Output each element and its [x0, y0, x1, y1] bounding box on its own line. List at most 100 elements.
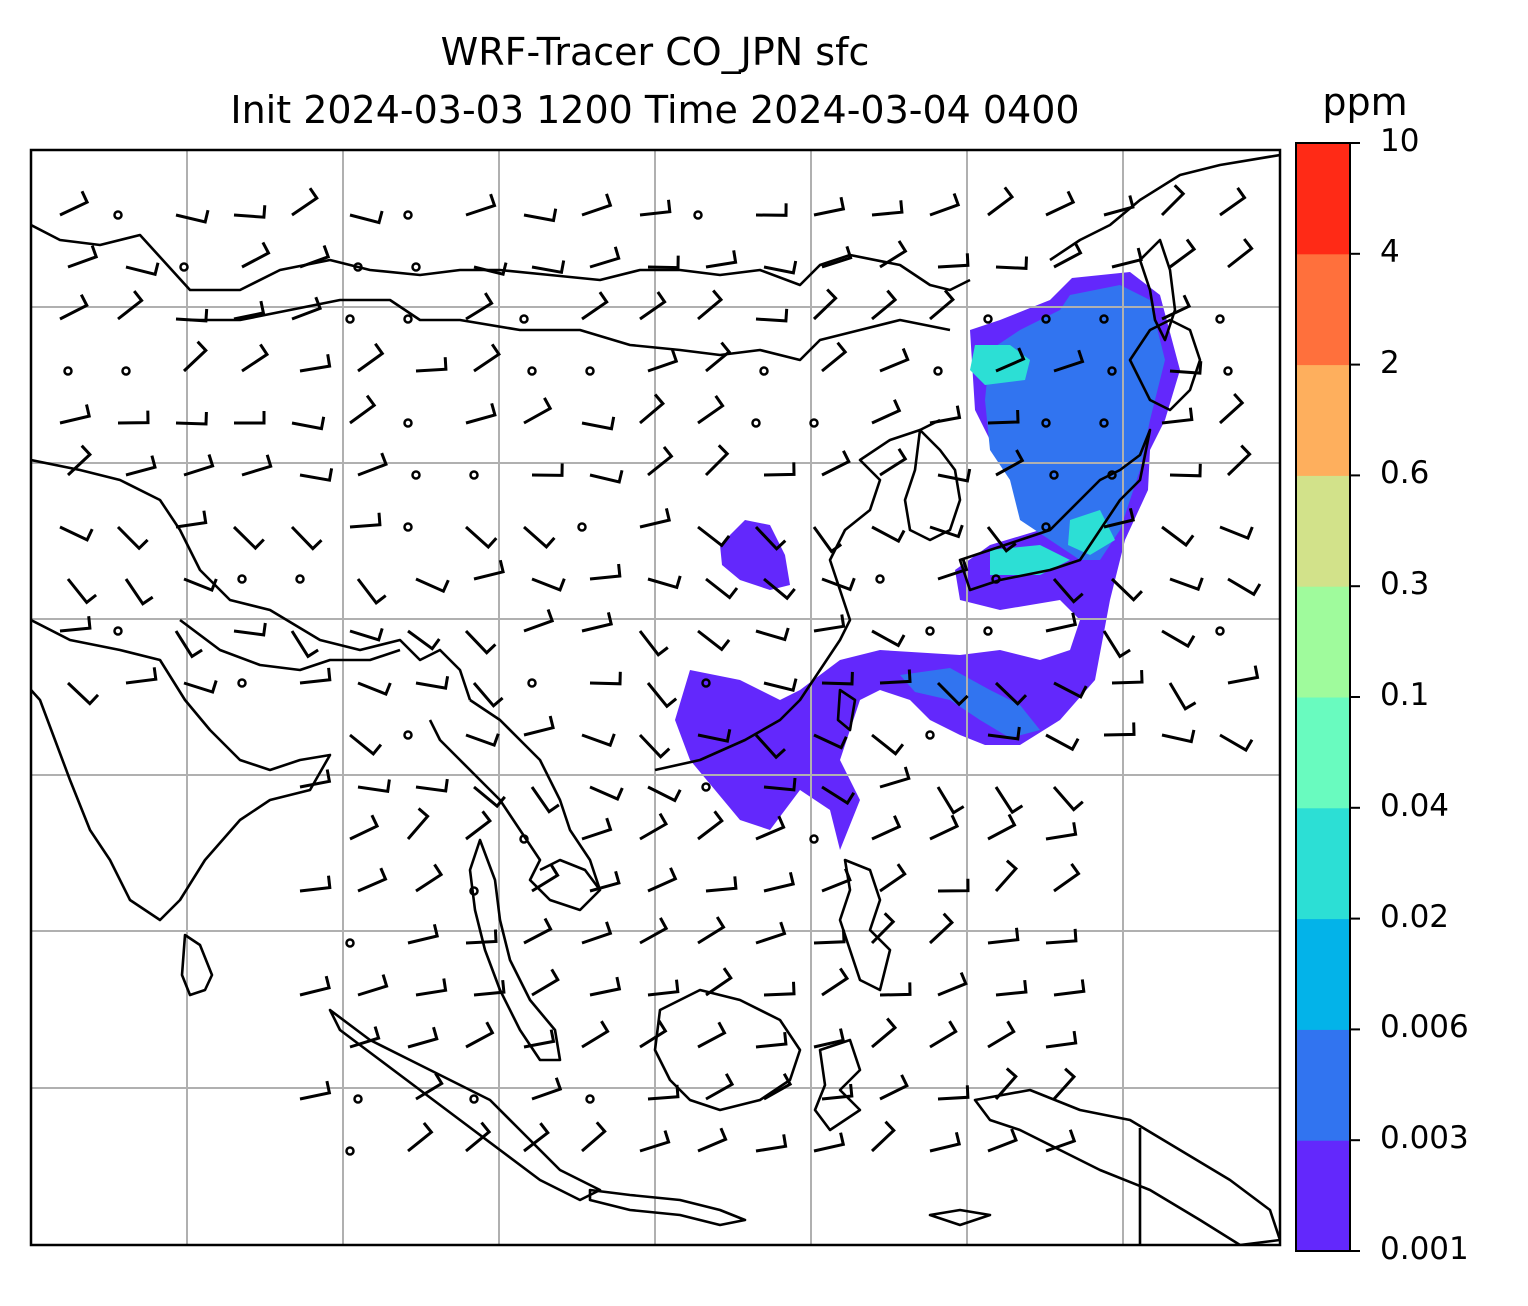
wind-barb: [929, 1020, 958, 1049]
wind-barb: [937, 878, 970, 893]
wind-barb: [929, 1131, 962, 1153]
wind-barb: [1045, 1030, 1078, 1049]
colorbar-tick-label: 0.1: [1380, 677, 1430, 713]
calm-wind-marker: [527, 678, 537, 688]
colorbar-tick-label: 0.001: [1380, 1231, 1469, 1267]
calm-wind-marker: [933, 366, 943, 376]
wind-barb: [407, 1121, 434, 1153]
wind-barb: [464, 629, 497, 655]
calm-wind-marker: [403, 522, 413, 532]
wind-barb: [638, 733, 671, 759]
wind-barb: [175, 510, 208, 529]
calm-wind-marker: [411, 262, 421, 272]
wind-barb: [1160, 184, 1186, 217]
wind-barb: [290, 525, 323, 551]
wind-barb: [987, 186, 1015, 217]
wind-barb: [1103, 195, 1135, 217]
wind-barb: [639, 508, 672, 529]
wind-barb: [1219, 187, 1247, 217]
title-line-1: WRF-Tracer CO_JPN sfc: [440, 30, 870, 74]
wind-barb: [697, 916, 726, 945]
wind-barb: [986, 526, 1017, 553]
wind-barb: [705, 341, 732, 373]
wind-barb: [299, 769, 332, 789]
calm-wind-marker: [1099, 314, 1109, 324]
tracer-fill: [675, 272, 1180, 850]
calm-wind-marker: [925, 626, 935, 636]
wind-barb: [755, 815, 786, 841]
calm-wind-marker: [345, 314, 355, 324]
wind-barb: [66, 444, 93, 477]
wind-barb: [523, 608, 555, 633]
wind-barb: [465, 402, 497, 425]
wind-barb: [531, 577, 566, 592]
wind-barb: [763, 981, 796, 997]
calm-wind-marker: [1041, 314, 1051, 324]
wind-barb: [763, 1073, 793, 1101]
wind-barb: [299, 1080, 332, 1101]
wind-barb: [357, 681, 392, 697]
wind-barb: [175, 411, 208, 426]
wind-barb: [299, 468, 334, 482]
wind-barb: [639, 199, 672, 217]
wind-barb: [125, 667, 158, 685]
wind-barb: [821, 577, 856, 592]
colorbar-tick-label: 0.3: [1380, 566, 1430, 603]
tracer-pacific-mid: [900, 668, 1040, 738]
calm-wind-marker: [1107, 470, 1117, 480]
wind-barb: [871, 1017, 898, 1049]
wind-barb: [937, 972, 968, 997]
wind-barb: [1053, 681, 1088, 699]
gridlines: [31, 150, 1280, 1245]
wind-barb: [697, 289, 724, 321]
calm-wind-marker: [469, 1094, 479, 1104]
wind-barb: [705, 1073, 735, 1101]
wind-barb: [349, 814, 380, 841]
calm-wind-marker: [991, 574, 1001, 584]
wind-barb: [581, 817, 613, 841]
mongolia-border: [31, 223, 971, 292]
calm-wind-marker: [1041, 418, 1051, 428]
calm-wind-marker: [403, 314, 413, 324]
colorbar-tick-label: 4: [1380, 233, 1400, 270]
wind-barb: [349, 210, 384, 225]
wind-barb: [581, 416, 616, 431]
wind-barb: [929, 192, 961, 217]
calm-wind-marker: [701, 678, 711, 688]
wind-barb: [812, 526, 843, 554]
wind-barb: [59, 190, 90, 217]
wind-barb: [473, 785, 506, 809]
wind-barb: [1161, 294, 1192, 321]
wind-barb: [531, 260, 566, 275]
calm-wind-marker: [577, 522, 587, 532]
wind-barb: [879, 863, 907, 893]
calm-wind-marker: [237, 678, 247, 688]
wind-barb: [937, 557, 969, 581]
calm-wind-marker: [875, 574, 885, 584]
wind-barb: [581, 612, 614, 633]
wind-barb: [1169, 463, 1202, 478]
india-coast: [31, 618, 332, 922]
wind-barb: [473, 559, 505, 581]
himalaya-border: [179, 618, 401, 672]
wind-barb: [995, 979, 1028, 997]
wind-barb: [647, 979, 680, 997]
thailand-gulf: [539, 858, 602, 891]
wind-barb: [1103, 722, 1136, 737]
wind-barb: [589, 785, 624, 801]
wind-barb: [647, 575, 682, 590]
wind-barb: [407, 1026, 439, 1049]
wind-barb: [465, 1121, 492, 1153]
wind-barb: [995, 256, 1028, 270]
wind-barb: [465, 193, 497, 217]
wind-barbs: [59, 184, 1262, 1156]
wind-barb: [697, 629, 731, 652]
wind-barb: [523, 715, 555, 737]
wind-barb: [755, 1134, 788, 1153]
wind-barb: [763, 577, 796, 601]
wind-barb: [523, 525, 556, 550]
wind-barb: [1053, 241, 1083, 269]
wind-barb: [117, 290, 144, 321]
wind-barb: [241, 343, 270, 373]
